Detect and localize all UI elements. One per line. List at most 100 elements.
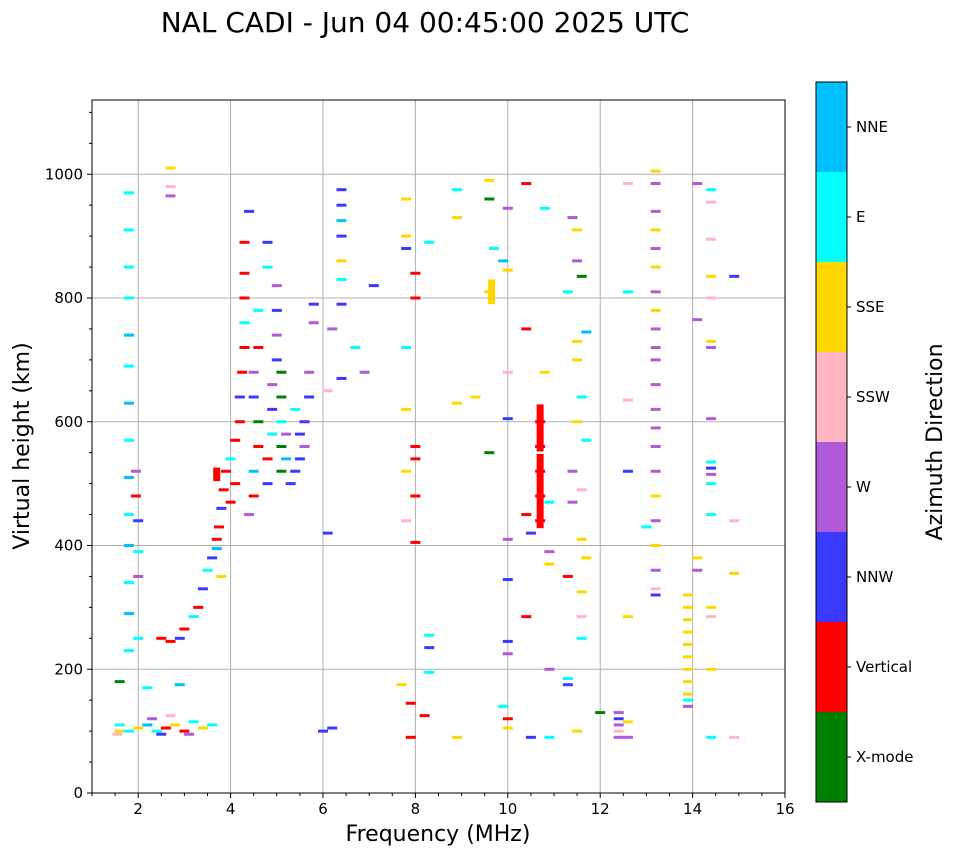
data-point-201: [576, 537, 587, 541]
x-axis-title: Frequency (MHz): [346, 822, 531, 847]
y-tick-label-2: 400: [54, 537, 83, 555]
data-point-54: [216, 506, 227, 510]
data-point-89: [271, 333, 282, 337]
data-point-9: [123, 364, 134, 368]
y-tick-label-4: 800: [54, 289, 83, 307]
data-point-162: [502, 537, 513, 541]
data-point-78: [253, 346, 264, 349]
data-point-70: [239, 240, 250, 244]
data-point-128: [401, 247, 412, 250]
data-point-253: [682, 680, 693, 684]
data-point-13: [123, 513, 134, 517]
data-point-22: [133, 574, 144, 578]
data-point-233: [650, 358, 661, 362]
data-point-127: [401, 234, 412, 238]
data-point-267: [706, 417, 717, 421]
data-point-90: [271, 308, 282, 312]
data-point-60: [230, 482, 241, 486]
data-point-277: [706, 605, 717, 609]
data-point-35: [156, 732, 167, 736]
data-points: [112, 166, 740, 739]
data-point-111: [322, 389, 333, 393]
data-point-192: [581, 330, 592, 334]
data-point-147: [451, 188, 462, 192]
data-point-149: [451, 401, 462, 405]
data-point-38: [142, 686, 153, 690]
data-point-241: [650, 544, 661, 547]
data-point-278: [706, 615, 717, 619]
y-tick-label-0: 0: [73, 784, 83, 802]
plot-background: [92, 100, 785, 793]
data-point-15: [123, 581, 134, 585]
data-point-106: [308, 321, 319, 325]
colorbar-label-vertical: Vertical: [856, 658, 912, 676]
data-point-92: [276, 469, 287, 473]
data-point-142: [424, 670, 435, 674]
data-point-232: [650, 346, 661, 349]
data-point-237: [650, 445, 661, 448]
data-point-74: [253, 445, 264, 448]
data-point-281: [729, 735, 740, 739]
data-point-204: [576, 590, 587, 594]
data-point-226: [650, 228, 661, 232]
data-point-185: [544, 667, 555, 671]
data-point-133: [410, 445, 421, 448]
data-point-145: [405, 701, 416, 705]
data-point-87: [267, 383, 278, 387]
data-point-279: [706, 667, 717, 671]
y-tick-label-3: 600: [54, 413, 83, 431]
data-point-205: [576, 615, 587, 619]
y-tick-label-1: 200: [54, 660, 83, 678]
data-point-113: [327, 726, 338, 730]
data-bar-0: [536, 453, 544, 529]
data-point-104: [304, 395, 315, 399]
data-point-171: [521, 513, 532, 517]
data-point-66: [239, 346, 250, 349]
data-point-56: [220, 469, 231, 473]
data-point-88: [271, 358, 282, 362]
data-point-165: [502, 652, 513, 656]
data-point-200: [567, 500, 578, 504]
data-point-216: [622, 735, 633, 739]
data-point-126: [401, 197, 412, 201]
data-point-96: [276, 370, 287, 374]
data-point-103: [299, 420, 310, 424]
data-point-188: [572, 228, 583, 232]
data-point-209: [572, 729, 583, 733]
colorbar-segment-e: [816, 172, 847, 262]
data-point-81: [262, 240, 273, 244]
colorbar-segment-x-mode: [816, 712, 847, 802]
data-point-196: [572, 420, 583, 424]
grid-lines: [92, 100, 786, 794]
data-point-62: [230, 438, 241, 442]
x-tick-label-4: 10: [498, 800, 517, 818]
data-point-174: [525, 735, 536, 739]
data-point-269: [706, 466, 717, 470]
data-point-257: [692, 182, 703, 186]
data-point-58: [211, 547, 222, 551]
data-point-146: [405, 735, 416, 739]
data-point-59: [225, 500, 236, 504]
data-point-23: [133, 636, 144, 640]
data-point-101: [294, 457, 305, 461]
data-point-18: [130, 469, 141, 473]
data-point-0: [114, 723, 125, 727]
data-point-135: [401, 469, 412, 473]
data-point-93: [276, 445, 287, 448]
colorbar-label-nne: NNE: [856, 118, 888, 136]
data-point-270: [706, 472, 717, 476]
data-point-26: [142, 723, 153, 727]
data-point-139: [424, 240, 435, 244]
data-point-225: [650, 209, 661, 213]
data-point-215: [613, 735, 624, 739]
data-point-55: [218, 488, 229, 492]
data-point-44: [165, 639, 176, 643]
data-point-1: [114, 729, 125, 733]
data-point-28: [160, 726, 171, 730]
data-point-213: [613, 723, 624, 727]
data-point-240: [650, 519, 661, 523]
data-point-161: [502, 417, 513, 421]
data-point-95: [276, 395, 287, 399]
y-axis-ticks: 0 200 400 600 800 1000: [45, 111, 92, 802]
data-point-173: [525, 531, 536, 535]
